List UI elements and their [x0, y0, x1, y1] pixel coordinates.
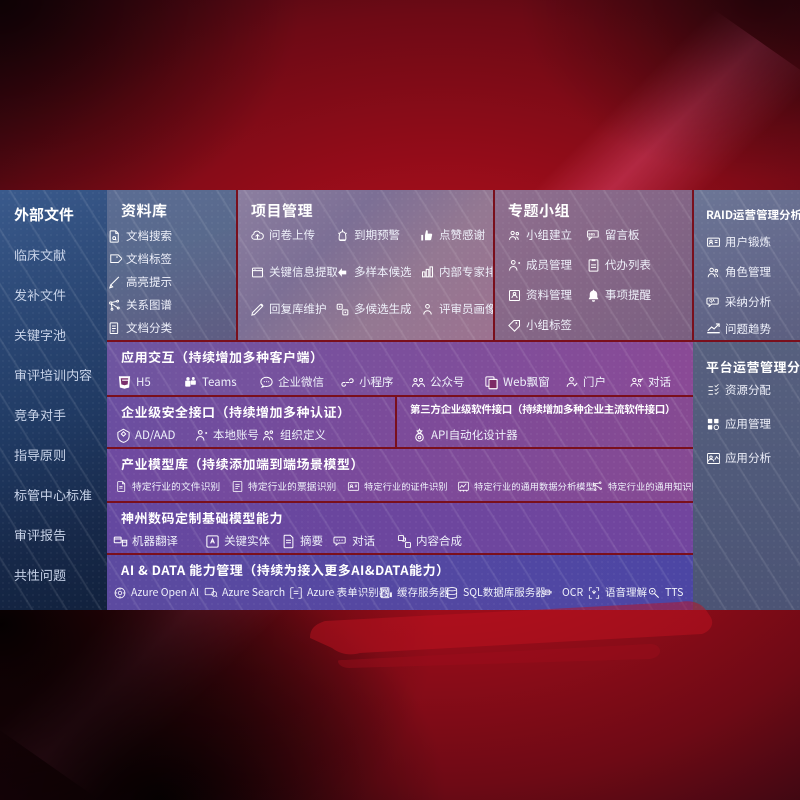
svg-text:QA: QA: [709, 298, 715, 304]
svg-text:OCR: OCR: [546, 589, 552, 594]
svg-text:BBS: BBS: [588, 231, 595, 236]
